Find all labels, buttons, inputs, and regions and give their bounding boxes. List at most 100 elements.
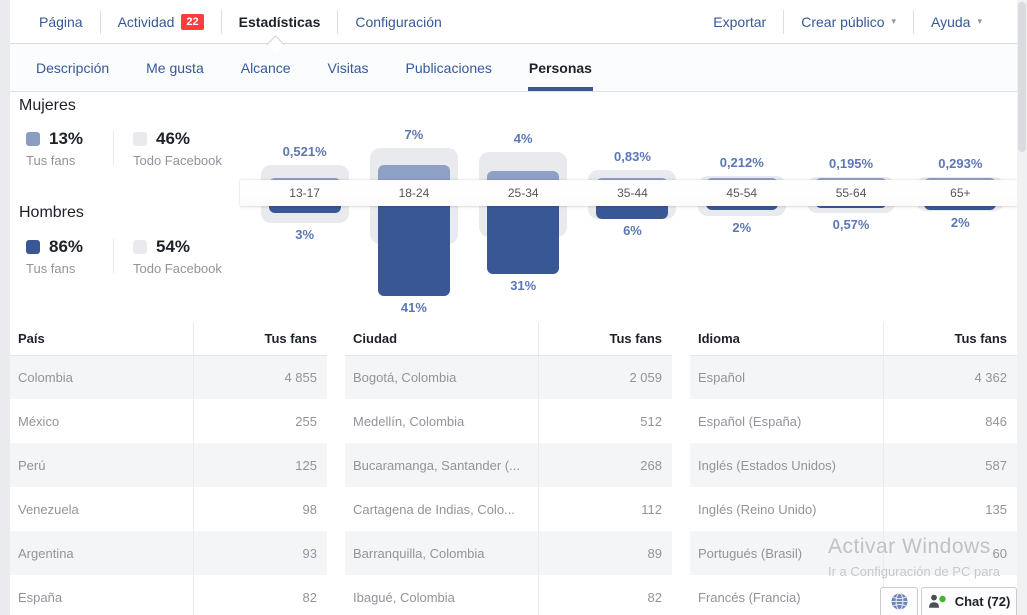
row-value: 4 855 — [192, 355, 327, 399]
table-row: Venezuela 98 — [10, 487, 327, 531]
nav-action-label: Exportar — [713, 13, 767, 30]
women-fans-caption: Tus fans — [26, 153, 76, 168]
age-bracket-label: 18-24 — [398, 186, 430, 200]
notifications-globe-button[interactable] — [880, 587, 918, 615]
nav-item-pagina[interactable]: Página — [22, 0, 100, 43]
age-bracket-label: 25-34 — [507, 186, 539, 200]
chart-axis-band: 13-17 18-24 25-34 35-44 45-54 55-64 65+ — [240, 180, 1017, 206]
row-name: Francés (Francia) — [698, 589, 801, 605]
nav-actions: Exportar Crear público ▾ Ayuda ▾ — [696, 0, 1017, 43]
chart-column-18-24[interactable]: 7% 41% — [359, 92, 468, 324]
people-panel: Mujeres 13% Tus fans 46% Todo Facebook H… — [10, 92, 1017, 615]
table-header-tus-fans: Tus fans — [882, 322, 1017, 356]
men-fans-percent: 86% — [49, 237, 84, 256]
table-header-pais: País — [10, 322, 193, 356]
women-all-legend: 46% — [133, 129, 190, 149]
row-value: 268 — [537, 443, 672, 487]
women-percent-label: 0,521% — [282, 144, 327, 160]
tab-visitas[interactable]: Visitas — [327, 44, 370, 91]
table-header-ciudad: Ciudad — [345, 322, 538, 356]
men-percent-label: 6% — [623, 223, 642, 239]
table-row: Barranquilla, Colombia 89 — [345, 531, 672, 575]
men-all-legend: 54% — [133, 237, 190, 257]
top-navbar: Página Actividad 22 Estadísticas Configuraci… — [10, 0, 1017, 44]
chart-column-13-17[interactable]: 0,521% 3% — [250, 92, 359, 324]
age-bracket-label: 55-64 — [835, 186, 867, 200]
table-row: Colombia 4 855 — [10, 355, 327, 399]
women-fans-legend: 13% — [26, 129, 83, 149]
row-name: Cartagena de Indias, Colo... — [353, 501, 515, 517]
tab-label: Personas — [528, 59, 592, 76]
nav-action-crear-publico[interactable]: Crear público ▾ — [784, 0, 913, 43]
nav-action-ayuda[interactable]: Ayuda ▾ — [914, 0, 999, 43]
row-name: Español (España) — [698, 413, 802, 429]
table-row: Bucaramanga, Santander (... 268 — [345, 443, 672, 487]
row-name: México — [18, 413, 60, 429]
table-row: Español (España) 846 — [690, 399, 1017, 443]
chart-column-45-54[interactable]: 0,212% 2% — [687, 92, 796, 324]
women-section-title: Mujeres — [19, 97, 76, 114]
men-percent-label: 0,57% — [832, 216, 870, 232]
row-name: Portugués (Brasil) — [690, 531, 883, 575]
men-fans-bar[interactable] — [487, 193, 560, 275]
chart-column-55-64[interactable]: 0,195% 0,57% — [796, 92, 905, 324]
row-name: España — [18, 589, 63, 605]
chart-column-35-44[interactable]: 0,83% 6% — [578, 92, 687, 324]
nav-action-label: Ayuda — [931, 13, 971, 30]
nav-action-exportar[interactable]: Exportar — [696, 0, 783, 43]
chat-button[interactable]: Chat (72) — [921, 587, 1017, 615]
nav-item-label: Configuración — [355, 13, 442, 30]
men-all-caption: Todo Facebook — [133, 261, 222, 276]
row-value: 135 — [882, 487, 1017, 531]
row-value: 255 — [192, 399, 327, 443]
nav-item-estadisticas[interactable]: Estadísticas — [222, 0, 338, 43]
table-row: Argentina 93 — [10, 531, 327, 575]
chevron-down-icon: ▾ — [891, 16, 897, 26]
tab-alcance[interactable]: Alcance — [240, 44, 292, 91]
nav-separator — [783, 9, 785, 34]
age-gender-chart: 0,521% 3% 7% 41% 4% 31% 0,83% 6% 0,212% 2% 0,195% 0… — [240, 92, 1017, 324]
table-row: Inglés (Estados Unidos) 587 — [690, 443, 1017, 487]
chart-column-25-34[interactable]: 4% 31% — [469, 92, 578, 324]
tab-me-gusta[interactable]: Me gusta — [145, 44, 205, 91]
chevron-down-icon: ▾ — [977, 16, 982, 26]
tab-descripcion[interactable]: Descripción — [35, 44, 110, 91]
age-bracket-label: 65+ — [950, 186, 971, 200]
nav-item-label: Página — [39, 13, 83, 30]
men-percent-label: 2% — [950, 214, 970, 230]
women-percent-label: 0,195% — [829, 155, 874, 171]
men-fans-bar[interactable] — [377, 193, 450, 297]
nav-separator — [220, 9, 222, 34]
nav-item-configuracion[interactable]: Configuración — [338, 0, 458, 43]
chat-label: Chat (72) — [954, 594, 1011, 609]
women-percent-label: 0,212% — [719, 155, 764, 171]
women-all-swatch-icon — [133, 132, 147, 146]
table-header-idioma: Idioma — [690, 322, 883, 356]
table-row: Bogotá, Colombia 2 059 — [345, 355, 672, 399]
men-percent-label: 2% — [732, 219, 752, 235]
table-header-tus-fans: Tus fans — [192, 322, 327, 356]
table-row: Medellín, Colombia 512 — [345, 399, 672, 443]
nav-action-label: Crear público — [801, 13, 885, 30]
women-fans-percent: 13% — [49, 129, 84, 148]
nav-item-actividad[interactable]: Actividad 22 — [101, 0, 221, 43]
table-row: Perú 125 — [10, 443, 327, 487]
row-value: 112 — [537, 487, 672, 531]
legend-divider — [113, 131, 114, 165]
tab-publicaciones[interactable]: Publicaciones — [405, 44, 493, 91]
insights-tabs: Descripción Me gusta Alcance Visitas Publica… — [10, 44, 1017, 92]
row-name: Venezuela — [18, 501, 79, 517]
table-header-row: Ciudad Tus fans — [345, 322, 672, 356]
men-all-percent: 54% — [156, 237, 191, 256]
tab-personas[interactable]: Personas — [528, 44, 593, 91]
row-name: Barranquilla, Colombia — [345, 531, 538, 575]
chart-axis-band-labels: 13-17 18-24 25-34 35-44 45-54 55-64 65+ — [250, 180, 1015, 206]
scrollbar-track[interactable] — [1017, 0, 1027, 615]
table-row: Español 4 362 — [690, 355, 1017, 399]
table-row: Portugués (Brasil) 60 — [690, 531, 1017, 575]
tab-label: Descripción — [36, 59, 110, 76]
row-name: Bucaramanga, Santander (... — [345, 443, 538, 487]
chart-column-65+[interactable]: 0,293% 2% — [906, 92, 1015, 324]
women-percent-label: 0,83% — [614, 149, 651, 165]
scrollbar-thumb[interactable] — [1018, 2, 1026, 152]
